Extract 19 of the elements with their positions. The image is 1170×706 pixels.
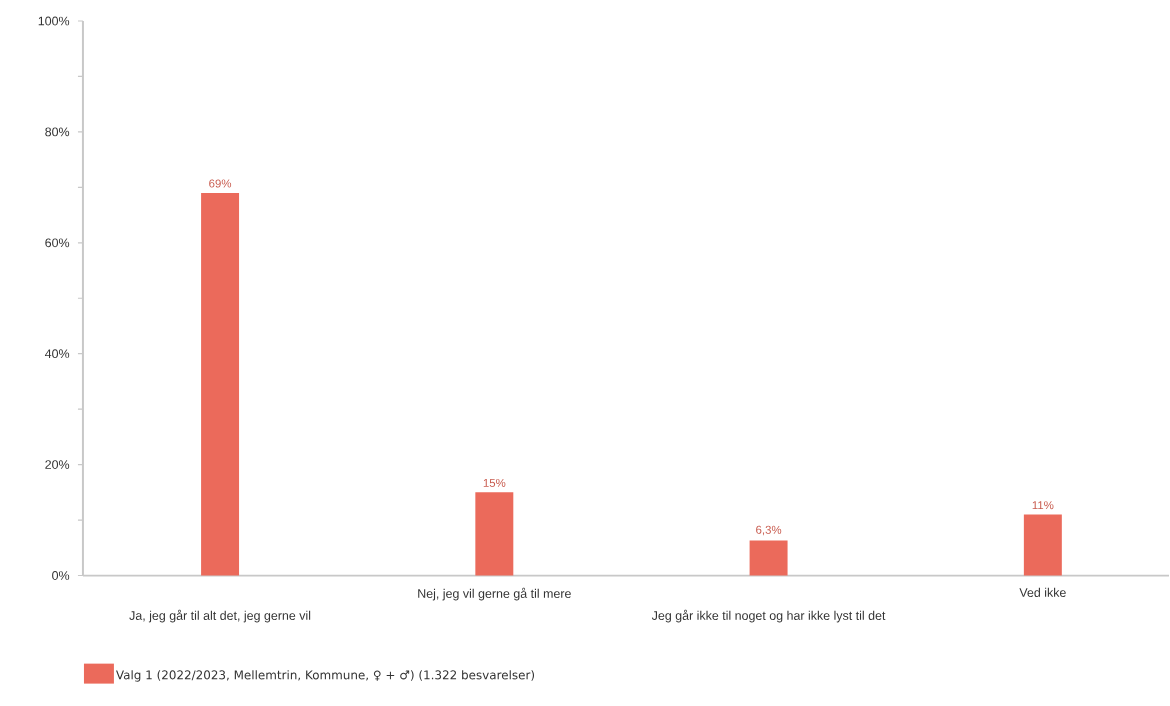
bar bbox=[201, 192, 240, 576]
x-tick-label: Ja, jeg går til alt det, jeg gerne vil bbox=[129, 609, 311, 623]
y-tick-label: 40% bbox=[44, 349, 70, 358]
y-tick-label: 20% bbox=[45, 460, 70, 469]
bar bbox=[1023, 514, 1062, 576]
x-tick-label: Ved ikke bbox=[1019, 587, 1066, 597]
y-tick-label: 80% bbox=[45, 127, 70, 137]
y-tick-label: 0% bbox=[52, 570, 70, 580]
y-tick-label: 60% bbox=[45, 238, 70, 247]
x-tick-label: Nej, jeg vil gerne gå til mere bbox=[418, 587, 571, 601]
data-label: 6,3% bbox=[756, 525, 782, 536]
bar bbox=[749, 540, 788, 576]
data-label: 11% bbox=[1032, 500, 1054, 509]
legend-label: Valg 1 (2022/2023, Mellemtrin, Kommune, ♀ + ♂) (1.322 besvarelser) bbox=[116, 669, 535, 682]
data-label: 15% bbox=[483, 478, 506, 487]
y-tick-label: 100% bbox=[38, 16, 70, 26]
bar bbox=[475, 492, 514, 576]
x-tick-label: Jeg går ikke til noget og har ikke lyst til det bbox=[651, 609, 886, 623]
data-label: 69% bbox=[209, 179, 232, 188]
